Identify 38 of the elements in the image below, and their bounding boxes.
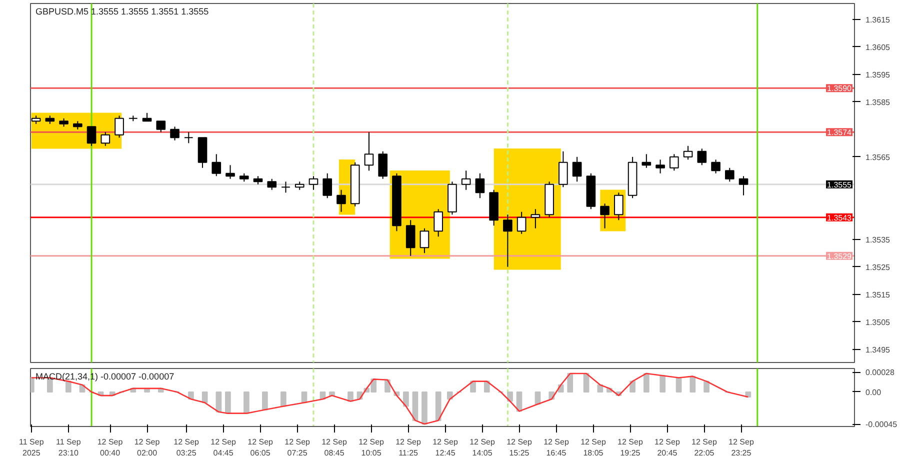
y-tick-label: 1.3515 xyxy=(866,290,891,300)
x-tick-label: 12 Sep 23:25 xyxy=(728,438,754,458)
y-tick-label: 1.3615 xyxy=(866,15,891,24)
x-tick-label: 12 Sep 10:05 xyxy=(358,438,385,458)
x-tick-label: 12 Sep 03:25 xyxy=(174,438,200,458)
y-tick-label: 1.3525 xyxy=(866,262,891,272)
y-tick-label: 1.3565 xyxy=(866,152,891,162)
x-tick-label: 12 Sep 04:45 xyxy=(210,438,237,458)
ref-line-label: 1.3590 xyxy=(827,84,852,94)
x-tick-label: 11 Sep 23:10 xyxy=(56,438,82,458)
x-tick-label: 12 Sep 12:45 xyxy=(432,438,459,458)
x-tick-label: 12 Sep 06:05 xyxy=(248,438,274,458)
y-tick-label: 1.3505 xyxy=(866,318,891,327)
ref-line-label: 1.3543 xyxy=(827,213,852,222)
y-tick-label: 0.00028 xyxy=(866,368,895,378)
x-tick-label: 12 Sep 16:45 xyxy=(544,438,570,458)
x-tick-label: 12 Sep 22:05 xyxy=(692,438,718,458)
y-tick-label: 1.3595 xyxy=(866,70,891,80)
ref-line-label: 1.3529 xyxy=(827,252,852,261)
x-tick-label: 12 Sep 02:00 xyxy=(134,438,160,458)
x-tick-label: 12 Sep 07:25 xyxy=(284,438,311,458)
x-tick-label: 12 Sep 19:25 xyxy=(618,438,644,458)
y-tick-label: 1.3495 xyxy=(866,345,891,354)
x-tick-label: 12 Sep 15:25 xyxy=(506,438,532,458)
x-tick-label: 12 Sep 08:45 xyxy=(322,438,348,458)
x-tick-label: 12 Sep 00:40 xyxy=(97,438,124,458)
y-tick-label: 1.3605 xyxy=(866,42,891,52)
x-tick-label: 12 Sep 18:05 xyxy=(580,438,606,458)
y-tick-label: 1.3535 xyxy=(866,235,891,244)
y-tick-label: 1.3585 xyxy=(866,98,891,107)
x-tick-label: 12 Sep 20:45 xyxy=(654,438,680,458)
x-tick-label: 12 Sep 11:25 xyxy=(396,438,422,458)
x-tick-label: 11 Sep 2025 xyxy=(19,438,44,458)
ref-line-label: 1.3555 xyxy=(827,180,852,190)
ref-line-label: 1.3574 xyxy=(827,128,852,138)
y-tick-label: 0.00 xyxy=(866,388,882,397)
y-tick-label: -0.00045 xyxy=(866,420,898,430)
x-tick-label: 12 Sep 14:05 xyxy=(470,438,496,458)
